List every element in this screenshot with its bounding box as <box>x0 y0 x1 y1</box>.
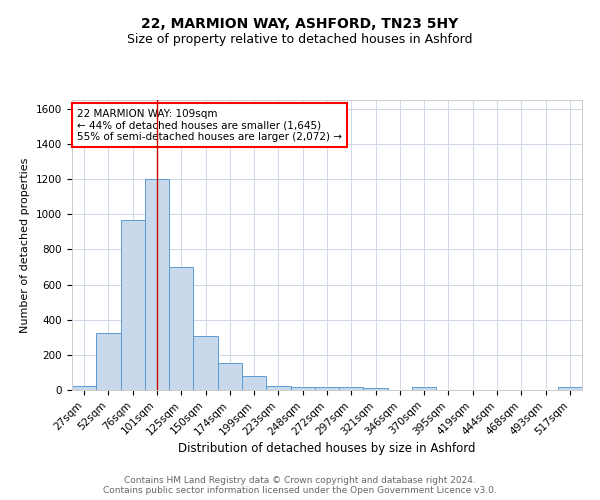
Bar <box>315 388 339 390</box>
Bar <box>72 386 96 390</box>
Bar <box>364 388 388 390</box>
Bar <box>242 376 266 390</box>
Text: Contains HM Land Registry data © Crown copyright and database right 2024.
Contai: Contains HM Land Registry data © Crown c… <box>103 476 497 495</box>
Bar <box>145 179 169 390</box>
Bar <box>339 388 364 390</box>
Y-axis label: Number of detached properties: Number of detached properties <box>20 158 31 332</box>
Bar <box>169 267 193 390</box>
Text: 22, MARMION WAY, ASHFORD, TN23 5HY: 22, MARMION WAY, ASHFORD, TN23 5HY <box>142 18 458 32</box>
Text: 22 MARMION WAY: 109sqm
← 44% of detached houses are smaller (1,645)
55% of semi-: 22 MARMION WAY: 109sqm ← 44% of detached… <box>77 108 342 142</box>
Text: Size of property relative to detached houses in Ashford: Size of property relative to detached ho… <box>127 32 473 46</box>
X-axis label: Distribution of detached houses by size in Ashford: Distribution of detached houses by size … <box>178 442 476 455</box>
Bar <box>558 388 582 390</box>
Bar <box>193 336 218 390</box>
Bar <box>121 220 145 390</box>
Bar <box>290 388 315 390</box>
Bar <box>96 333 121 390</box>
Bar <box>412 388 436 390</box>
Bar <box>218 363 242 390</box>
Bar <box>266 386 290 390</box>
